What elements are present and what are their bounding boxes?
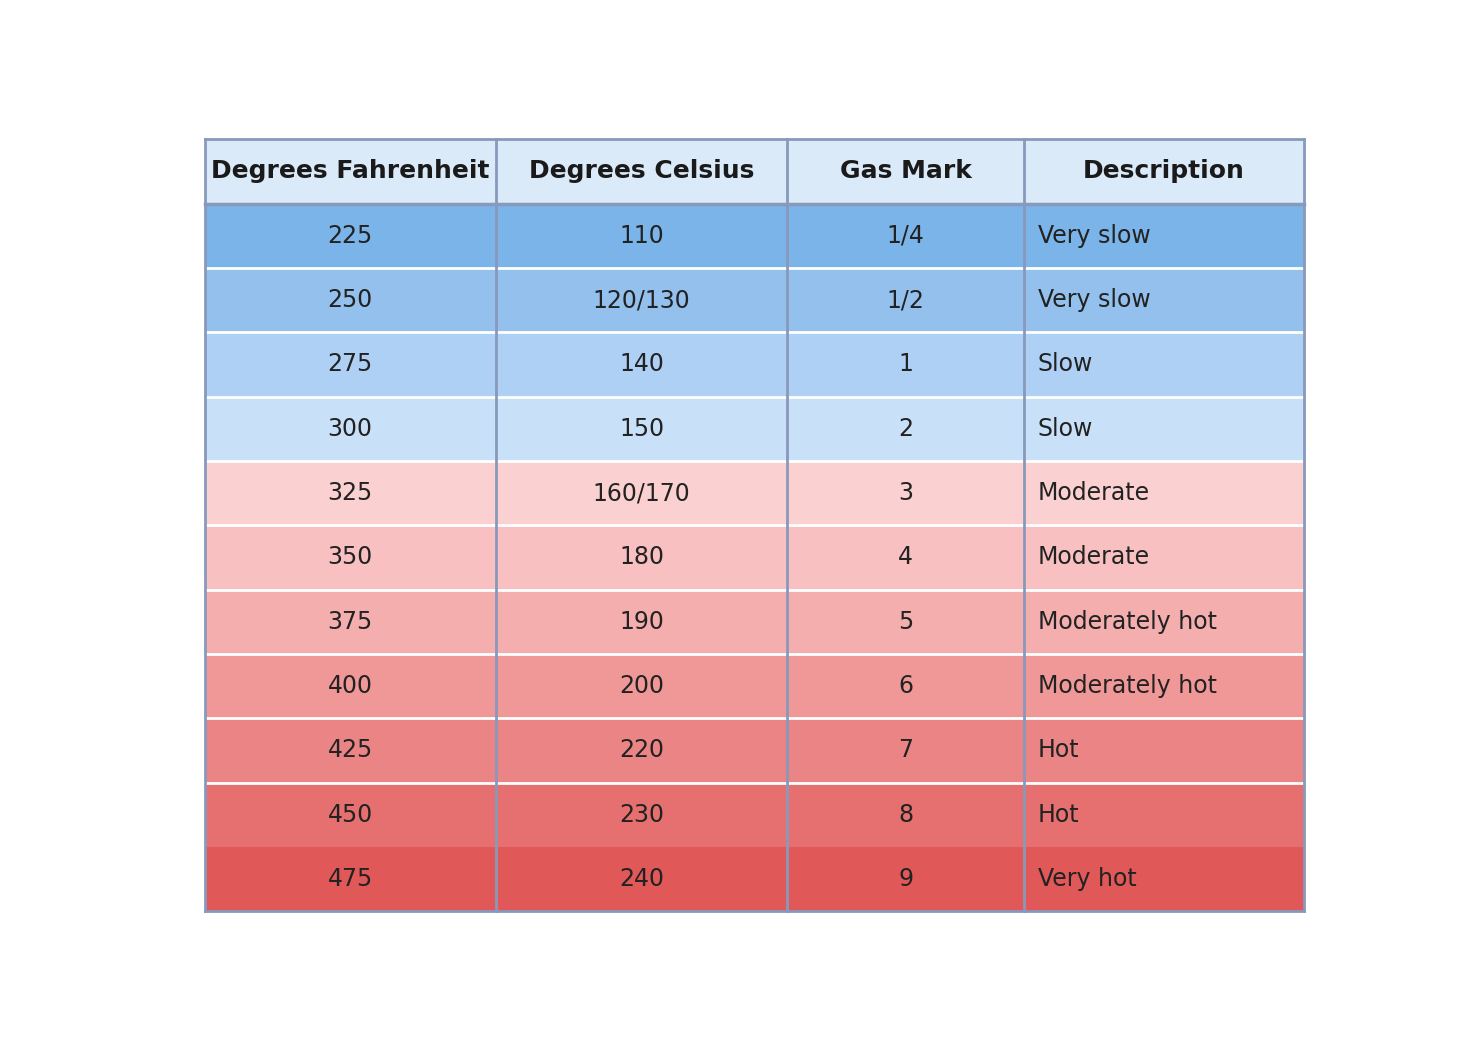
Text: Gas Mark: Gas Mark — [839, 159, 972, 183]
Text: 425: 425 — [328, 738, 372, 762]
Text: 275: 275 — [328, 353, 372, 376]
Text: Very hot: Very hot — [1038, 867, 1136, 891]
Text: Moderate: Moderate — [1038, 482, 1150, 505]
Text: Moderately hot: Moderately hot — [1038, 609, 1216, 633]
Text: 8: 8 — [898, 803, 913, 827]
Bar — [205, 719, 1304, 782]
Text: Description: Description — [1083, 159, 1245, 183]
Text: 1/4: 1/4 — [886, 224, 924, 248]
Text: 120/130: 120/130 — [593, 288, 690, 312]
Text: 190: 190 — [620, 609, 664, 633]
Text: 1/2: 1/2 — [886, 288, 924, 312]
Text: 3: 3 — [898, 482, 913, 505]
Text: 4: 4 — [898, 545, 913, 569]
Text: 375: 375 — [328, 609, 372, 633]
Text: Hot: Hot — [1038, 803, 1079, 827]
Text: 300: 300 — [328, 417, 372, 441]
Text: Very slow: Very slow — [1038, 288, 1150, 312]
Text: 225: 225 — [328, 224, 372, 248]
Bar — [205, 461, 1304, 525]
Text: 350: 350 — [328, 545, 372, 569]
Text: Degrees Celsius: Degrees Celsius — [528, 159, 754, 183]
Text: Very slow: Very slow — [1038, 224, 1150, 248]
Text: 160/170: 160/170 — [593, 482, 690, 505]
Text: 110: 110 — [620, 224, 664, 248]
Text: 475: 475 — [328, 867, 372, 891]
Text: 325: 325 — [328, 482, 372, 505]
Text: 240: 240 — [620, 867, 664, 891]
Bar — [205, 204, 1304, 268]
Bar — [205, 268, 1304, 332]
Text: 200: 200 — [620, 674, 664, 698]
Bar — [205, 847, 1304, 911]
Text: 9: 9 — [898, 867, 913, 891]
Text: 2: 2 — [898, 417, 913, 441]
Text: Slow: Slow — [1038, 353, 1092, 376]
Text: 1: 1 — [898, 353, 913, 376]
Text: 150: 150 — [620, 417, 664, 441]
Text: 5: 5 — [898, 609, 913, 633]
Text: 250: 250 — [328, 288, 372, 312]
Bar — [205, 590, 1304, 654]
Text: Hot: Hot — [1038, 738, 1079, 762]
Text: 220: 220 — [620, 738, 664, 762]
Text: Moderately hot: Moderately hot — [1038, 674, 1216, 698]
Bar — [205, 782, 1304, 847]
Bar — [205, 396, 1304, 461]
Bar — [205, 139, 1304, 204]
Text: 450: 450 — [328, 803, 372, 827]
Text: 180: 180 — [620, 545, 664, 569]
Text: Slow: Slow — [1038, 417, 1092, 441]
Bar — [205, 332, 1304, 396]
Bar — [205, 525, 1304, 590]
Text: 140: 140 — [620, 353, 664, 376]
Text: 400: 400 — [328, 674, 372, 698]
Text: 6: 6 — [898, 674, 913, 698]
Text: Moderate: Moderate — [1038, 545, 1150, 569]
Text: 230: 230 — [620, 803, 664, 827]
Text: Degrees Fahrenheit: Degrees Fahrenheit — [210, 159, 490, 183]
Text: 7: 7 — [898, 738, 913, 762]
Bar — [205, 654, 1304, 719]
